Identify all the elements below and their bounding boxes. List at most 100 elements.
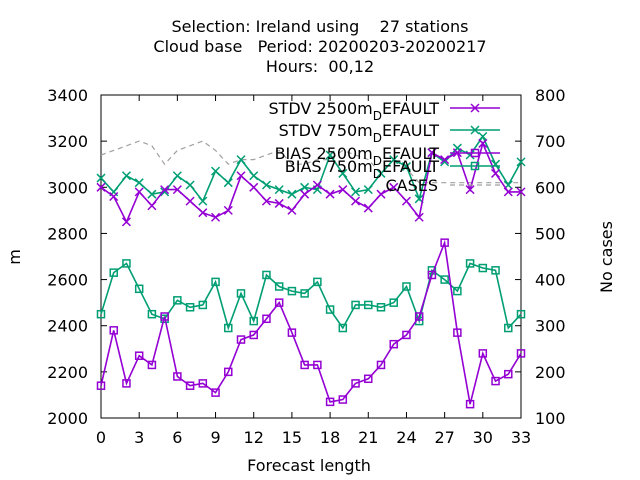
y2-tick-label: 100 (535, 409, 566, 428)
y-tick-label: 3400 (47, 86, 88, 105)
data-point-s3 (491, 266, 500, 275)
series-line-4 (100, 140, 521, 184)
data-point-s2 (376, 360, 386, 370)
data-point-s1 (465, 150, 475, 160)
data-point-s0 (134, 187, 144, 197)
data-point-s0 (465, 185, 475, 195)
chart-title-line-3: Hours: 00,12 (265, 57, 375, 76)
data-point-s0 (338, 185, 348, 195)
y2-tick-label: 500 (535, 224, 566, 243)
data-point-s3 (351, 300, 360, 310)
data-point-s3 (478, 263, 488, 273)
data-point-s0 (363, 203, 373, 213)
x-tick-label: 30 (473, 428, 493, 447)
data-point-s1 (516, 157, 526, 167)
data-point-s1 (389, 155, 399, 165)
y2-tick-label: 200 (535, 363, 566, 382)
data-point-s0 (414, 212, 424, 222)
data-point-s0 (172, 185, 182, 195)
data-point-s2 (224, 367, 233, 377)
x-axis-title: Forecast length (247, 456, 371, 475)
data-point-s3 (198, 300, 208, 310)
data-point-s0 (478, 138, 488, 148)
data-point-s2 (427, 270, 437, 280)
chart-title-line-1: Selection: Ireland using 27 stations (171, 17, 469, 36)
x-tick-label: 3 (134, 428, 144, 447)
data-point-s2 (465, 399, 475, 409)
chart-title-line-2: Cloud base Period: 20200203-20200217 (153, 37, 487, 56)
data-point-s2 (504, 369, 513, 379)
data-point-s1 (211, 166, 221, 176)
data-point-s2 (96, 381, 106, 390)
data-point-s1 (236, 155, 246, 165)
data-point-s2 (516, 349, 526, 358)
data-point-s2 (287, 328, 297, 337)
data-point-s0 (300, 189, 310, 199)
data-point-s0 (185, 196, 195, 206)
data-point-s2 (325, 397, 335, 407)
data-point-s1 (223, 178, 233, 188)
data-point-s3 (465, 259, 475, 268)
data-point-s1 (351, 187, 361, 197)
data-point-s2 (440, 238, 449, 247)
data-point-s0 (198, 208, 208, 218)
data-point-s0 (274, 198, 284, 208)
data-point-s0 (325, 189, 335, 199)
data-point-s3 (173, 296, 182, 305)
x-tick-label: 12 (244, 428, 264, 447)
data-point-s3 (389, 298, 398, 307)
data-point-s2 (236, 335, 246, 344)
x-tick-label: 18 (320, 428, 340, 447)
data-point-s1 (172, 171, 182, 181)
data-point-s0 (223, 205, 233, 215)
x-tick-label: 24 (396, 428, 416, 447)
y-tick-label: 2000 (47, 409, 88, 428)
data-point-s0 (160, 185, 170, 195)
data-point-s1 (134, 178, 144, 188)
x-tick-label: 9 (210, 428, 220, 447)
y2-tick-label: 700 (535, 132, 566, 151)
data-point-s2 (338, 395, 348, 404)
data-point-s0 (109, 191, 119, 202)
x-tick-label: 27 (434, 428, 454, 447)
data-point-s2 (351, 379, 360, 388)
data-point-s0 (236, 171, 246, 181)
data-point-s2 (478, 349, 488, 358)
data-point-s1 (300, 182, 310, 192)
data-point-s0 (503, 187, 513, 197)
data-point-s2 (491, 376, 500, 386)
legend-marker-1 (470, 125, 480, 135)
data-point-s3 (300, 289, 309, 298)
data-point-s1 (96, 173, 106, 183)
y2-tick-label: 400 (535, 271, 566, 290)
legend-marker-2 (470, 148, 480, 158)
data-point-s2 (198, 379, 208, 388)
data-point-s3 (453, 286, 462, 296)
data-point-s1 (249, 171, 259, 181)
y-axis-title: m (5, 249, 24, 265)
legend-label-3: BIAS 750mDEFAULT (285, 157, 439, 181)
series-line-2 (100, 239, 522, 405)
data-point-s1 (338, 168, 348, 178)
data-point-s3 (516, 309, 526, 319)
y-tick-label: 2600 (47, 271, 88, 290)
data-point-s1 (121, 171, 131, 181)
data-point-s2 (122, 379, 131, 388)
data-point-s1 (287, 189, 297, 199)
data-point-s3 (364, 300, 373, 310)
y-tick-label: 3000 (47, 178, 88, 197)
data-point-s1 (198, 196, 208, 206)
data-point-s3 (96, 309, 106, 319)
data-point-s3 (338, 323, 348, 333)
y-tick-label: 2200 (47, 363, 88, 382)
data-point-s0 (312, 180, 322, 190)
data-point-s1 (401, 161, 411, 172)
data-point-s0 (491, 168, 501, 178)
data-point-s2 (134, 351, 144, 360)
data-point-s2 (313, 360, 322, 370)
data-point-s1 (440, 157, 450, 167)
data-point-s3 (236, 289, 246, 298)
data-point-s2 (249, 330, 258, 340)
x-tick-label: 6 (172, 428, 182, 447)
